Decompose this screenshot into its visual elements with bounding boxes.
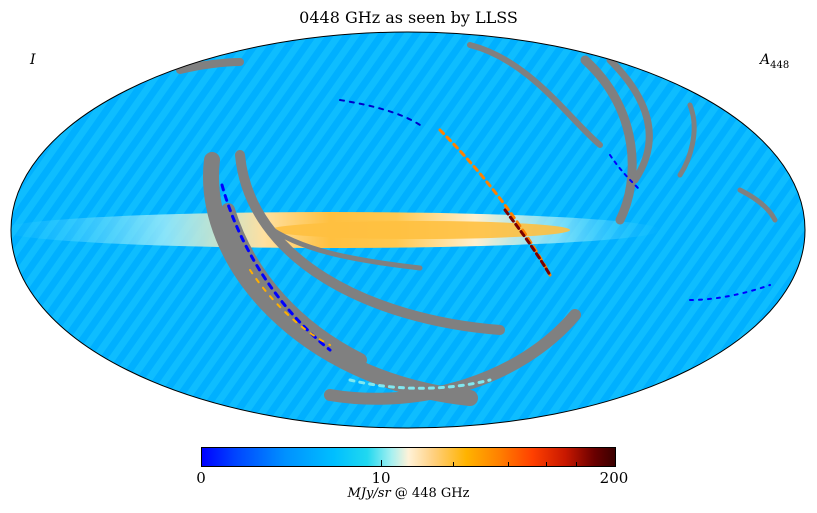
colorbar-tick — [381, 460, 382, 467]
masked-regions — [176, 42, 778, 406]
colorbar-unit: MJy/sr @ 448 GHz — [0, 486, 817, 501]
colorbar-tick — [576, 462, 577, 467]
colorbar — [201, 447, 616, 467]
colorbar-tick-label: 0 — [196, 469, 206, 487]
frequency-label: A448 — [760, 52, 789, 71]
colorbar-tick — [546, 462, 547, 467]
galactic-plane-core — [270, 221, 570, 239]
frequency-label-sub: 448 — [770, 59, 790, 71]
sky-map — [10, 31, 806, 429]
plot-title: 0448 GHz as seen by LLSS — [299, 8, 518, 27]
colorbar-tick — [453, 462, 454, 467]
map-outline — [10, 31, 806, 429]
colorbar-gradient — [201, 447, 616, 467]
scan-artifacts — [220, 99, 771, 390]
colorbar-tick-label: 200 — [599, 469, 629, 487]
map-content — [11, 32, 805, 428]
unit-rest: @ 448 GHz — [390, 486, 470, 501]
unit-italic: MJy/sr — [347, 486, 391, 501]
frequency-label-main: A — [760, 52, 771, 68]
colorbar-tick-label: 10 — [371, 469, 391, 487]
stokes-label: I — [30, 52, 36, 68]
colorbar-tick — [508, 462, 509, 467]
